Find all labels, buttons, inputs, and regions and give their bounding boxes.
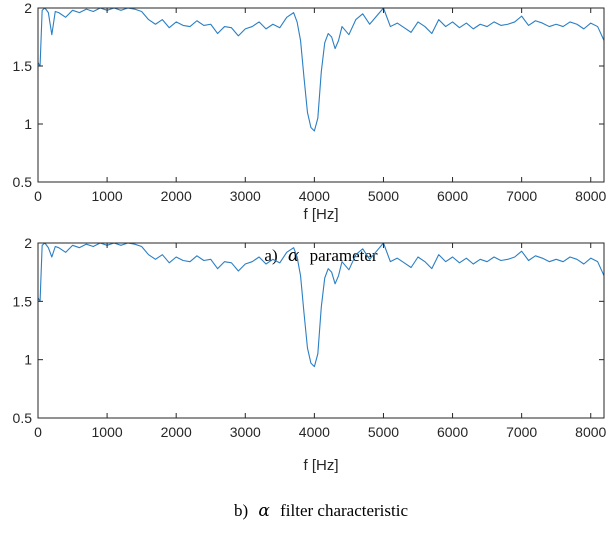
- y-tick-label: 0.5: [13, 174, 33, 190]
- x-tick-label: 4000: [299, 424, 330, 440]
- caption-suffix: filter characteristic: [280, 501, 408, 520]
- x-tick-label: 6000: [437, 424, 468, 440]
- tick-marks: [37, 7, 604, 183]
- chart-panel-a: 0.5 1 1.5 2 0 1000 2000 3000 4000 5000 6000 7000 80…: [13, 0, 607, 266]
- caption-symbol: α: [288, 246, 300, 266]
- x-tick-labels: 0 1000 2000 3000 4000 5000 6000 7000 8000: [34, 188, 606, 204]
- x-tick-label: 3000: [230, 424, 261, 440]
- x-tick-label: 0: [34, 424, 42, 440]
- alpha-line: [37, 242, 605, 368]
- x-axis-label: f [Hz]: [303, 457, 338, 474]
- x-tick-label: 2000: [161, 188, 192, 204]
- figure-caption: b) α filter characteristic: [234, 501, 409, 521]
- y-tick-labels: 0.5 1 1.5 2: [13, 0, 33, 190]
- x-tick-label: 3000: [230, 188, 261, 204]
- x-tick-label: 8000: [575, 188, 606, 204]
- caption-prefix: b): [234, 501, 248, 520]
- caption-symbol: α: [258, 501, 270, 521]
- y-tick-label: 1: [24, 116, 32, 132]
- y-tick-label: 1.5: [13, 293, 33, 309]
- x-tick-label: 4000: [299, 188, 330, 204]
- y-tick-label: 0.5: [13, 410, 33, 426]
- x-tick-label: 5000: [368, 188, 399, 204]
- y-tick-label: 2: [24, 235, 32, 251]
- figure-caption: a) α parameter: [264, 246, 377, 266]
- x-tick-label: 7000: [506, 188, 537, 204]
- x-tick-label: 5000: [368, 424, 399, 440]
- alpha-line: [37, 7, 605, 132]
- x-tick-label: 2000: [161, 424, 192, 440]
- tick-marks: [37, 242, 604, 419]
- x-tick-label: 0: [34, 188, 42, 204]
- x-tick-label: 7000: [506, 424, 537, 440]
- plot-frame: [37, 242, 605, 419]
- y-tick-label: 2: [24, 0, 32, 16]
- chart-panel-b: 0.5 1 1.5 2 0 1000 2000 3000 4000 5000 6000 7000 80…: [13, 235, 607, 521]
- x-tick-label: 6000: [437, 188, 468, 204]
- x-tick-labels: 0 1000 2000 3000 4000 5000 6000 7000 8000: [34, 424, 606, 440]
- x-axis-label: f [Hz]: [303, 206, 338, 223]
- y-tick-label: 1.5: [13, 58, 33, 74]
- x-tick-label: 8000: [575, 424, 606, 440]
- caption-prefix: a): [264, 246, 277, 265]
- y-tick-label: 1: [24, 352, 32, 368]
- x-tick-label: 1000: [92, 424, 123, 440]
- x-tick-label: 1000: [92, 188, 123, 204]
- y-tick-labels: 0.5 1 1.5 2: [13, 235, 33, 426]
- plot-frame: [37, 7, 605, 183]
